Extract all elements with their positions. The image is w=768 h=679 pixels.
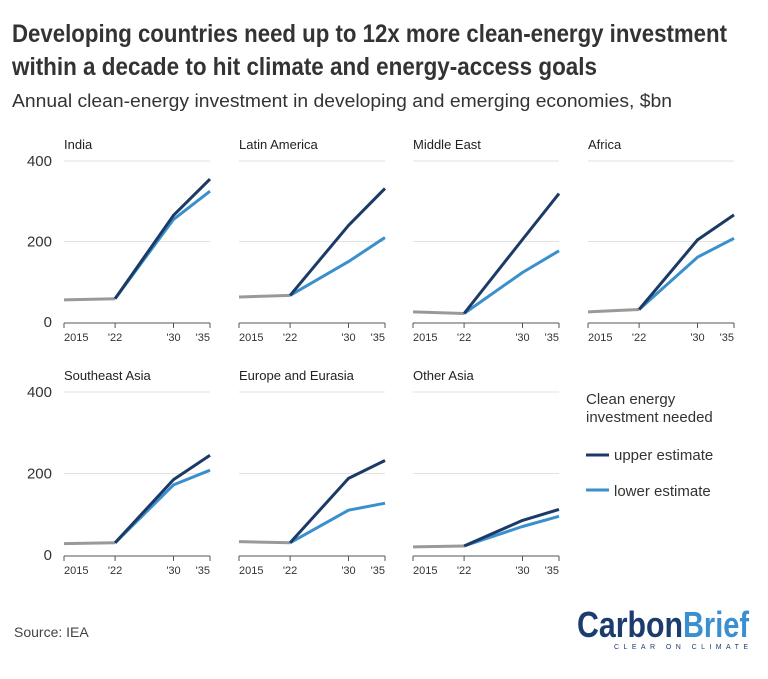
x-tick-label: 2015: [588, 332, 612, 344]
series-lower-estimate: [289, 501, 386, 545]
x-tick-label: '35: [196, 332, 210, 344]
x-tick-label: '30: [690, 332, 704, 344]
series-upper-estimate: [288, 459, 386, 544]
x-tick-label: '35: [371, 332, 385, 344]
y-tick-label: 400: [27, 153, 52, 170]
x-tick-label: '22: [632, 332, 646, 344]
x-tick-label: '22: [457, 332, 471, 344]
series-upper-estimate: [462, 192, 561, 315]
logo-tagline: CLEAR ON CLIMATE: [614, 644, 748, 651]
series-historical: [412, 544, 465, 549]
x-tick-label: '30: [166, 565, 180, 577]
panel-india: India 0 200 400 2015 '22 '30 '35: [27, 137, 212, 344]
logo-text-brief: Brief: [683, 604, 750, 645]
chart-subtitle: Annual clean-energy investment in develo…: [12, 91, 672, 111]
x-tick-label: '30: [515, 332, 529, 344]
logo-text-carbon: Carbon: [577, 604, 683, 645]
y-tick-label: 400: [27, 384, 52, 401]
series-lower-estimate: [113, 190, 211, 300]
series-upper-estimate: [637, 213, 735, 311]
chart-title-line-2: within a decade to hit climate and energ…: [11, 53, 597, 81]
panel-title: India: [64, 137, 93, 152]
x-tick-label: '35: [545, 332, 559, 344]
panel-latin-america: Latin America 2015 '22 '30 '35: [238, 137, 387, 344]
series-historical: [238, 540, 291, 545]
x-tick-label: 2015: [413, 332, 437, 344]
x-tick-label: '22: [457, 565, 471, 577]
x-tick-label: 2015: [64, 332, 88, 344]
panel-title: Europe and Eurasia: [239, 368, 355, 383]
series-lower-estimate: [463, 249, 560, 315]
panel-title: Latin America: [239, 137, 319, 152]
source-note: Source: IEA: [14, 624, 89, 640]
series-lower-estimate: [463, 514, 560, 548]
x-tick-label: '22: [108, 332, 122, 344]
y-tick-label: 0: [44, 547, 52, 564]
legend-title-line-1: Clean energy: [586, 391, 676, 408]
x-tick-label: '35: [720, 332, 734, 344]
panel-title: Southeast Asia: [64, 368, 151, 383]
legend-title-line-2: investment needed: [586, 409, 713, 426]
x-tick-label: '22: [283, 332, 297, 344]
series-upper-estimate: [113, 453, 211, 544]
x-tick-label: '22: [283, 565, 297, 577]
series-lower-estimate: [114, 468, 211, 544]
series-upper-estimate: [288, 187, 387, 297]
series-lower-estimate: [638, 236, 735, 311]
series-lower-estimate: [289, 236, 386, 297]
legend: Clean energy investment needed upper est…: [586, 391, 713, 500]
series-historical: [63, 541, 116, 546]
series-historical: [587, 308, 640, 314]
x-tick-label: 2015: [413, 565, 437, 577]
x-tick-label: '35: [371, 565, 385, 577]
x-tick-label: '30: [166, 332, 180, 344]
x-tick-label: 2015: [64, 565, 88, 577]
y-tick-label: 200: [27, 234, 52, 251]
x-tick-label: '35: [196, 565, 210, 577]
y-tick-label: 0: [44, 314, 52, 331]
legend-label-lower: lower estimate: [614, 483, 711, 500]
x-tick-label: '30: [515, 565, 529, 577]
series-historical: [63, 297, 116, 302]
panel-other-asia: Other Asia 2015 '22 '30 '35: [412, 368, 560, 577]
y-tick-label: 200: [27, 466, 52, 483]
series-historical: [412, 310, 465, 315]
x-tick-label: 2015: [239, 332, 263, 344]
panel-middle-east: Middle East 2015 '22 '30 '35: [412, 137, 561, 344]
x-tick-label: 2015: [239, 565, 263, 577]
series-upper-estimate: [113, 178, 212, 300]
carbonbrief-logo: Carbon Brief CLEAR ON CLIMATE: [577, 604, 750, 651]
panel-africa: Africa 2015 '22 '30 '35: [587, 137, 735, 344]
panel-title: Other Asia: [413, 368, 474, 383]
panel-europe-and-eurasia: Europe and Eurasia 2015 '22 '30 '35: [238, 368, 386, 577]
x-tick-label: '35: [545, 565, 559, 577]
x-tick-label: '30: [341, 565, 355, 577]
panels: India 0 200 400 2015 '22 '30 '35 Latin America 20…: [27, 137, 735, 577]
x-tick-label: '30: [341, 332, 355, 344]
series-historical: [238, 293, 291, 299]
panel-title: Middle East: [413, 137, 481, 152]
x-tick-label: '22: [108, 565, 122, 577]
panel-title: Africa: [588, 137, 622, 152]
legend-label-upper: upper estimate: [614, 447, 713, 464]
panel-southeast-asia: Southeast Asia 0 200 400 2015 '22 '30 '35: [27, 368, 211, 577]
series-upper-estimate: [463, 507, 560, 548]
chart-title-line-1: Developing countries need up to 12x more…: [12, 20, 728, 48]
